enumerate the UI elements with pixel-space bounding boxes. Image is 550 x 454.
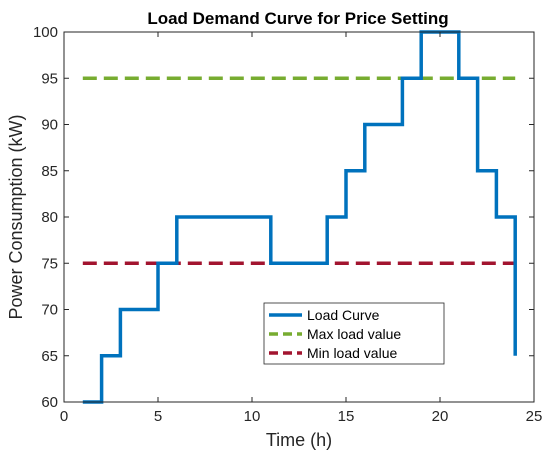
y-tick-label: 70 — [41, 302, 58, 319]
x-tick-label: 0 — [60, 408, 68, 425]
x-tick-label: 15 — [338, 408, 355, 425]
y-tick-label: 100 — [33, 24, 58, 41]
x-tick-label: 5 — [154, 408, 162, 425]
x-tick-label: 10 — [244, 408, 261, 425]
plot-area — [82, 30, 517, 404]
y-tick-label: 80 — [41, 209, 58, 226]
x-axis-label: Time (h) — [266, 430, 332, 450]
axis-ticks: 0 5 10 15 20 25 60 65 70 75 80 85 90 95 100 — [33, 24, 542, 425]
chart-title: Load Demand Curve for Price Setting — [147, 9, 448, 28]
y-tick-label: 75 — [41, 255, 58, 272]
axes-box — [63, 31, 535, 403]
y-axis-label: Power Consumption (kW) — [6, 114, 26, 319]
legend-items: Load Curve Max load value Min load value — [269, 307, 401, 361]
y-tick-label: 95 — [41, 70, 58, 87]
y-tick-label: 60 — [41, 394, 58, 411]
legend-box — [263, 302, 445, 365]
legend-label: Max load value — [307, 326, 401, 342]
x-tick-label: 20 — [432, 408, 449, 425]
legend-label: Min load value — [307, 345, 397, 361]
series-line-load-curve — [82, 30, 517, 404]
x-tick-label: 25 — [526, 408, 543, 425]
y-tick-label: 85 — [41, 163, 58, 180]
y-tick-label: 65 — [41, 348, 58, 365]
y-tick-label: 90 — [41, 117, 58, 134]
legend-label: Load Curve — [307, 307, 380, 323]
legend: Load Curve Max load value Min load value — [263, 302, 445, 365]
